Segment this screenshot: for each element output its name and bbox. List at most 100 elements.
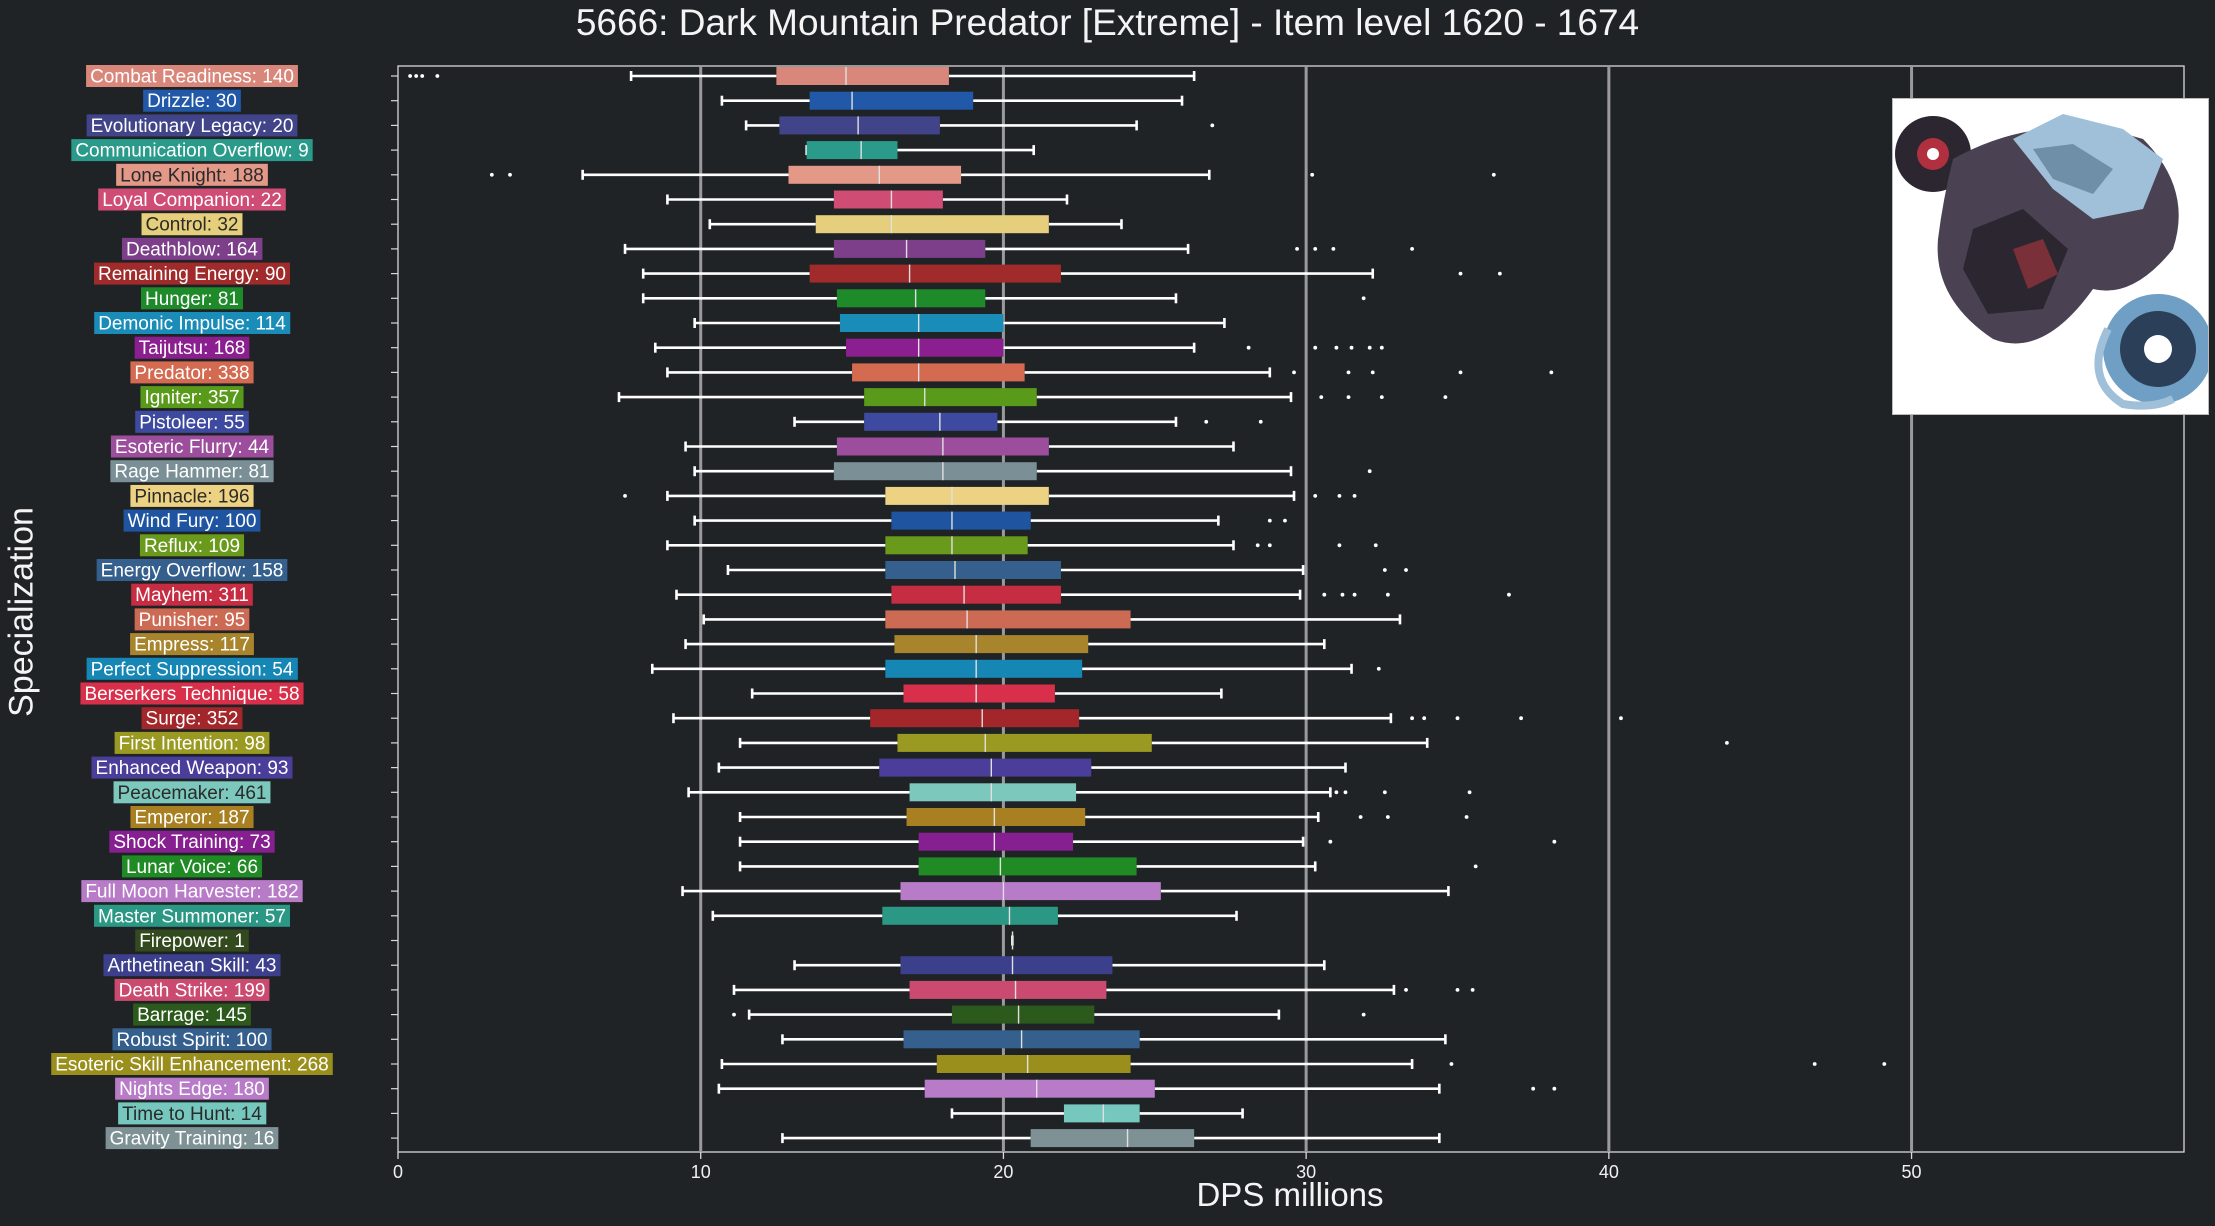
spec-label: Perfect Suppression: 54 <box>91 659 294 680</box>
spec-label: Predator: 338 <box>134 363 249 384</box>
box-row-berserkers-technique: Berserkers Technique: 58 <box>80 682 1223 705</box>
outlier-point <box>1404 988 1408 992</box>
spec-label: Peacemaker: 461 <box>118 783 267 804</box>
outlier-point <box>1295 247 1299 251</box>
spec-label-bg <box>121 237 263 260</box>
box-row-robust-spirit: Robust Spirit: 100 <box>112 1028 1447 1051</box>
box-row-communication-overflow: Communication Overflow: 9 <box>71 139 1035 162</box>
outlier-point <box>1458 271 1463 276</box>
outlier-point <box>1367 345 1372 350</box>
box-row-surge: Surge: 352 <box>141 707 1623 730</box>
outlier-point <box>1470 988 1475 992</box>
spec-label-bg <box>81 880 303 903</box>
outlier-point <box>435 74 440 78</box>
spec-label-bg <box>94 262 290 285</box>
spec-label: Lone Knight: 188 <box>120 165 264 186</box>
outlier-point <box>1210 123 1215 128</box>
spec-label: Igniter: 357 <box>144 388 239 409</box>
spec-label: Shock Training: 73 <box>113 832 270 853</box>
outlier-point <box>408 74 413 78</box>
iqr-box <box>894 635 1089 654</box>
spec-label: Nights Edge: 180 <box>119 1079 265 1100</box>
outlier-point <box>1349 345 1354 350</box>
outlier-point <box>1519 716 1523 721</box>
outlier-point <box>414 74 419 78</box>
box-row-loyal-companion: Loyal Companion: 22 <box>98 188 1069 211</box>
iqr-box <box>839 314 1004 332</box>
outlier-point <box>1373 543 1378 548</box>
outlier-point <box>1549 370 1554 375</box>
spec-label: Pinnacle: 196 <box>134 486 249 507</box>
outlier-point <box>1531 1086 1536 1091</box>
spec-label: Demonic Impulse: 114 <box>98 314 286 335</box>
outlier-point <box>1267 543 1272 548</box>
spec-label-bg <box>113 781 271 804</box>
outlier-point <box>1258 419 1263 424</box>
spec-label: Empress: 117 <box>134 635 250 656</box>
iqr-box <box>936 1055 1131 1073</box>
box-row-lunar-voice: Lunar Voice: 66 <box>121 855 1478 878</box>
box-row-reflux: Reflux: 109 <box>139 534 1378 557</box>
spec-label-bg <box>114 731 270 754</box>
outlier-point <box>1337 543 1342 548</box>
spec-label: Loyal Companion: 22 <box>102 190 282 211</box>
outlier-point <box>1376 666 1381 671</box>
spec-label-bg <box>140 386 244 409</box>
box-row-esoteric-skill-enhancement: Esoteric Skill Enhancement: 268 <box>51 1053 1887 1076</box>
spec-label: Mayhem: 311 <box>135 585 249 606</box>
iqr-box <box>1030 1129 1195 1148</box>
spec-label: Control: 32 <box>146 215 239 236</box>
outlier-point <box>1449 1062 1454 1066</box>
spec-label-bg <box>86 65 298 87</box>
spec-label: Emperor: 187 <box>134 808 249 829</box>
spec-label-bg <box>116 163 268 186</box>
box-row-energy-overflow: Energy Overflow: 158 <box>96 559 1408 582</box>
box-row-pinnacle: Pinnacle: 196 <box>130 484 1357 507</box>
outlier-point <box>1334 345 1339 350</box>
box-row-peacemaker: Peacemaker: 461 <box>113 781 1472 804</box>
spec-label-bg <box>143 89 241 112</box>
spec-label-bg <box>96 559 288 581</box>
outlier-point <box>1410 716 1414 721</box>
box-row-rage-hammer: Rage Hammer: 81 <box>110 460 1372 483</box>
iqr-box <box>918 832 1074 851</box>
iqr-box <box>903 684 1055 703</box>
outlier-point <box>1497 271 1502 276</box>
spec-label: Robust Spirit: 100 <box>116 1030 267 1051</box>
outlier-point <box>1385 815 1390 819</box>
box-row-gravity-training: Gravity Training: 16 <box>105 1127 1441 1150</box>
iqr-box <box>900 956 1113 975</box>
box-row-time-to-hunt: Time to Hunt: 14 <box>118 1102 1244 1125</box>
iqr-box <box>833 462 1037 481</box>
box-row-demonic-impulse: Demonic Impulse: 114 <box>94 312 1226 335</box>
outlier-point <box>1404 568 1408 572</box>
spec-label-bg <box>135 410 249 433</box>
spec-label-bg <box>123 509 261 532</box>
spec-label-bg <box>112 1028 272 1051</box>
boss-icon <box>1895 114 2213 410</box>
spec-label-bg <box>140 287 244 310</box>
x-tick-label: 40 <box>1599 1162 1619 1182</box>
iqr-box <box>882 906 1058 925</box>
box-row-esoteric-flurry: Esoteric Flurry: 44 <box>110 435 1235 458</box>
iqr-box <box>885 536 1028 555</box>
box-row-lone-knight: Lone Knight: 188 <box>116 163 1496 186</box>
iqr-box <box>809 264 1061 283</box>
spec-label: Wind Fury: 100 <box>128 511 257 532</box>
spec-label-bg <box>134 336 250 359</box>
iqr-box <box>815 215 1049 234</box>
outlier-point <box>1410 247 1414 251</box>
iqr-box <box>776 67 949 85</box>
spec-label: Time to Hunt: 14 <box>122 1104 262 1125</box>
box-row-full-moon-harvester: Full Moon Harvester: 182 <box>81 880 1450 903</box>
spec-label: Communication Overflow: 9 <box>75 141 308 162</box>
spec-label-bg <box>105 1127 279 1150</box>
outlier-point <box>1385 592 1390 597</box>
spec-label-bg <box>114 978 270 1001</box>
outlier-point <box>508 172 512 177</box>
iqr-box <box>1063 1104 1140 1123</box>
outlier-point <box>1313 345 1318 350</box>
box-row-master-summoner: Master Summoner: 57 <box>94 904 1238 927</box>
outlier-point <box>1346 370 1351 375</box>
